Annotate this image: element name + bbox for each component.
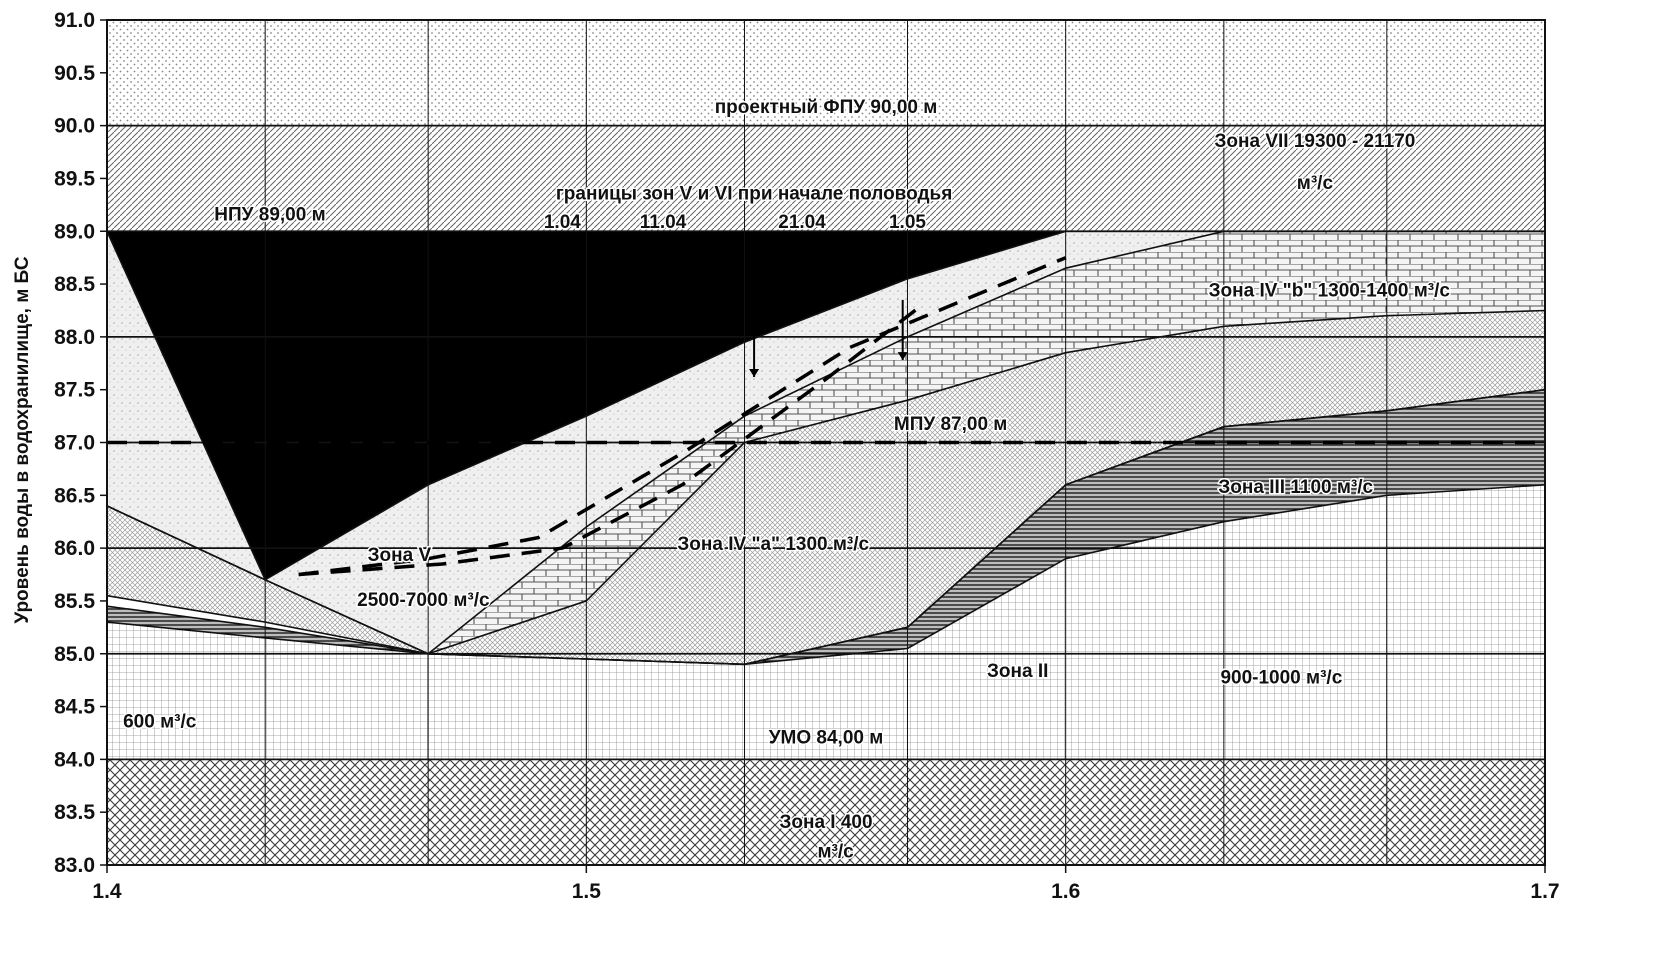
marker-arrowhead	[897, 352, 908, 361]
y-tick-label: 89.5	[54, 167, 95, 190]
y-tick-label: 83.0	[54, 854, 95, 877]
y-tick-label: 86.5	[54, 484, 95, 507]
y-tick-label: 85.5	[54, 590, 95, 613]
annotation-label: МПУ 87,00 м	[894, 414, 1007, 435]
annotation-label: 600 м³/с	[123, 712, 197, 733]
zone-3-area	[107, 389, 1545, 665]
y-tick-label: 84.5	[54, 696, 95, 719]
y-axis-label: Уровень воды в водохранилище, м БС	[12, 256, 33, 624]
y-tick-label: 88.0	[54, 326, 95, 349]
boundary-zone2_top_a	[106, 484, 1546, 666]
y-tick-label: 83.5	[54, 801, 95, 824]
annotation-label: м³/с	[1297, 173, 1334, 194]
zone-4a-area	[107, 310, 1545, 665]
marker-arrowhead	[749, 369, 760, 378]
band-зона-i	[107, 759, 1545, 865]
dashed-lines-layer	[107, 256, 1545, 577]
annotation-label: Зона III 1100 м³/с	[1218, 477, 1373, 498]
band-проектный-фпу	[107, 20, 1545, 126]
annotation-label: Зона V	[368, 545, 432, 566]
annotation-label: 11.04	[640, 212, 687, 233]
y-tick-label: 90.5	[54, 62, 95, 85]
y-tick-label: 86.0	[54, 537, 95, 560]
y-tick-label: 89.0	[54, 220, 95, 243]
annotation-label: 900-1000 м³/с	[1220, 667, 1342, 688]
y-tick-label: 90.0	[54, 115, 95, 138]
annotation-label: м³/с	[817, 842, 854, 863]
annotation-label: 1.05	[889, 212, 926, 233]
x-tick-label: 1.5	[572, 880, 602, 903]
x-tick-label: 1.7	[1530, 880, 1559, 903]
zone-2-area	[107, 484, 1545, 760]
zone-6-area	[107, 231, 1545, 580]
y-tick-label: 91.0	[54, 9, 95, 32]
annotation-label: УМО 84,00 м	[769, 728, 884, 749]
annotations-layer: проектный ФПУ 90,00 м Зона VII 19300 - 21…	[122, 95, 1452, 864]
band-зона-vii	[107, 125, 1545, 232]
annotation-label: 21.04	[778, 212, 826, 233]
y-tick-label: 88.5	[54, 273, 95, 296]
annotation-label: проектный ФПУ 90,00 м	[715, 97, 938, 118]
y-tick-label: 87.5	[54, 379, 95, 402]
annotation-label: Зона IV "а" 1300 м³/с	[677, 534, 869, 555]
zone-4b-area	[107, 231, 1545, 654]
y-tick-label: 84.0	[54, 748, 95, 771]
dashed-line	[298, 303, 923, 577]
y-tick-label: 85.0	[54, 643, 95, 666]
annotation-label: границы зон V и VI при начале половодья	[556, 184, 952, 205]
x-tick-label: 1.6	[1051, 880, 1080, 903]
boundary-zone4a_bottom	[106, 388, 1546, 666]
axes-layer	[100, 19, 1546, 873]
y-tick-label: 87.0	[54, 432, 95, 455]
annotation-label: Зона II	[987, 661, 1048, 682]
tick-labels-layer: 83.0 83.5 84.0 84.5 85.0 85.5 86.0 86.5 87.0 87.5…	[54, 9, 1559, 903]
annotation-label: Зона IV "b" 1300-1400 м³/с	[1209, 281, 1451, 302]
annotation-label: Зона VII 19300 - 21170	[1214, 131, 1415, 152]
annotation-label: 1.04	[544, 212, 581, 233]
annotation-label: Зона I 400	[779, 812, 872, 833]
x-tick-label: 1.4	[92, 880, 122, 903]
annotation-label: НПУ 89,00 м	[214, 205, 325, 226]
annotation-label: 2500-7000 м³/с	[357, 590, 490, 611]
